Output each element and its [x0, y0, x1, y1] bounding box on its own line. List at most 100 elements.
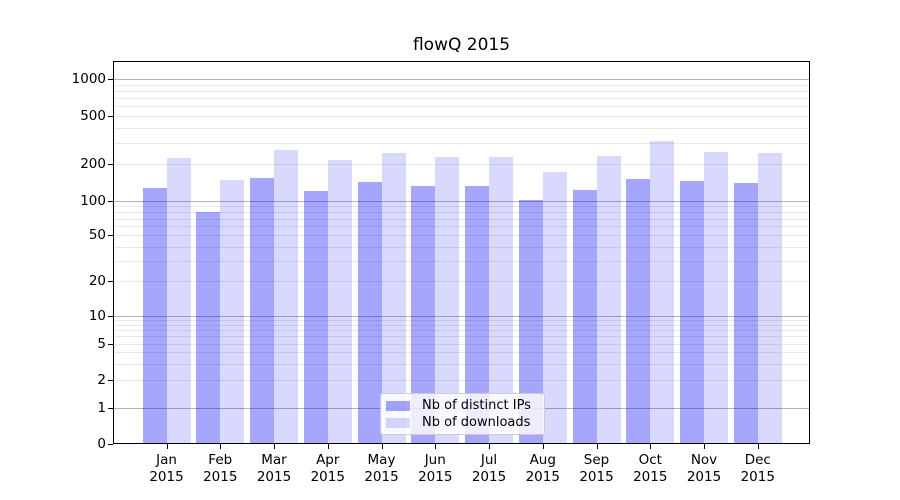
minor-gridline: [114, 164, 809, 166]
bar-distinct-ips-nov: [680, 180, 704, 443]
legend-swatch-distinct-ips: [386, 400, 410, 411]
x-tick: [220, 444, 222, 449]
minor-gridline: [114, 330, 809, 332]
x-tick: [435, 444, 437, 449]
bar-downloads-feb: [220, 180, 245, 443]
x-tick-year: 2015: [686, 469, 722, 485]
x-tick-month: Mar: [261, 452, 287, 468]
plot-area: [113, 61, 810, 444]
bar-distinct-ips-may: [357, 182, 382, 443]
x-tick-year: 2015: [364, 469, 399, 485]
x-tick-year: 2015: [633, 469, 668, 485]
x-tick-month: Dec: [744, 452, 771, 468]
x-tick-month: May: [367, 452, 396, 468]
minor-gridline: [114, 343, 809, 345]
legend-entry-distinct-ips: Nb of distinct IPs: [386, 398, 544, 413]
minor-gridline: [114, 226, 809, 228]
minor-gridline: [114, 211, 809, 213]
x-tick-year: 2015: [579, 469, 614, 485]
legend-entry-downloads: Nb of downloads: [386, 415, 544, 430]
minor-gridline: [114, 260, 809, 262]
x-tick-label-jun: Jun 2015: [407, 452, 463, 486]
major-gridline: [114, 200, 809, 202]
major-gridline: [114, 316, 809, 317]
bar-downloads-dec: [757, 152, 782, 443]
minor-gridline: [114, 115, 809, 117]
y-tick-label-0: 0: [97, 436, 106, 452]
legend-label-downloads: Nb of downloads: [422, 415, 531, 430]
legend: Nb of distinct IPs Nb of downloads: [380, 393, 545, 435]
x-tick-label-mar: Mar 2015: [246, 452, 302, 486]
x-tick: [381, 444, 383, 449]
x-tick: [166, 444, 168, 449]
minor-gridline: [114, 91, 809, 93]
minor-gridline: [114, 84, 809, 86]
x-tick-year: 2015: [310, 469, 345, 485]
x-tick-month: Jun: [424, 452, 446, 468]
bar-downloads-oct: [650, 141, 675, 443]
y-tick-label-200: 200: [80, 156, 106, 173]
bar-downloads-mar: [274, 149, 298, 443]
x-tick-year: 2015: [418, 469, 453, 485]
y-tick-label-500: 500: [80, 107, 106, 124]
minor-gridline: [114, 380, 809, 382]
bar-distinct-ips-feb: [196, 211, 221, 443]
x-tick-month: Feb: [208, 452, 233, 468]
x-tick-month: Nov: [690, 452, 718, 468]
x-tick: [757, 444, 759, 449]
y-tick-label-1: 1: [97, 399, 106, 416]
bar-downloads-nov: [704, 152, 728, 443]
chart-title: flowQ 2015: [412, 35, 511, 55]
x-tick-year: 2015: [149, 469, 184, 485]
x-tick-year: 2015: [256, 469, 292, 485]
bar-downloads-aug: [542, 172, 567, 443]
bar-distinct-ips-mar: [250, 177, 274, 443]
x-tick-month: Jan: [156, 452, 177, 468]
bar-distinct-ips-dec: [733, 182, 758, 443]
x-tick-label-sep: Sep 2015: [569, 452, 625, 486]
x-tick-month: Jul: [480, 452, 498, 468]
x-tick-label-oct: Oct 2015: [622, 452, 678, 486]
x-tick-year: 2015: [525, 469, 560, 485]
minor-gridline: [114, 336, 809, 338]
y-tick-label-2: 2: [97, 372, 106, 389]
x-tick-label-jan: Jan 2015: [139, 452, 195, 486]
y-tick: [108, 444, 113, 445]
x-tick-month: Aug: [529, 452, 556, 468]
x-tick-label-jul: Jul 2015: [461, 452, 517, 486]
x-tick: [489, 444, 490, 449]
bar-distinct-ips-sep: [572, 189, 597, 443]
minor-gridline: [114, 363, 809, 365]
y-tick-label-5: 5: [97, 335, 106, 352]
x-tick-label-apr: Apr 2015: [300, 452, 356, 486]
minor-gridline: [114, 106, 809, 108]
minor-gridline: [114, 352, 809, 354]
minor-gridline: [114, 246, 809, 248]
y-tick-label-20: 20: [88, 273, 106, 290]
x-tick-month: Oct: [638, 452, 662, 468]
legend-label-distinct-ips: Nb of distinct IPs: [422, 398, 531, 413]
x-tick: [542, 444, 544, 449]
bar-downloads-jan: [166, 157, 191, 443]
x-tick-year: 2015: [471, 469, 507, 485]
x-tick-label-aug: Aug 2015: [515, 452, 571, 486]
bar-distinct-ips-jan: [142, 187, 167, 443]
x-tick-label-may: May 2015: [354, 452, 410, 486]
x-tick: [704, 444, 705, 449]
x-tick-label-nov: Nov 2015: [676, 452, 732, 486]
minor-gridline: [114, 218, 809, 220]
minor-gridline: [114, 235, 809, 237]
x-tick-label-dec: Dec 2015: [730, 452, 786, 486]
minor-gridline: [114, 281, 809, 283]
x-tick-label-feb: Feb 2015: [192, 452, 248, 486]
x-tick-year: 2015: [203, 469, 238, 485]
minor-gridline: [114, 98, 809, 100]
x-tick: [596, 444, 598, 449]
y-tick-label-10: 10: [88, 308, 106, 324]
x-tick: [650, 444, 652, 449]
x-tick-year: 2015: [740, 469, 775, 485]
minor-gridline: [114, 320, 809, 322]
x-tick-month: Apr: [316, 452, 340, 468]
y-tick-label-1000: 1000: [71, 71, 106, 88]
